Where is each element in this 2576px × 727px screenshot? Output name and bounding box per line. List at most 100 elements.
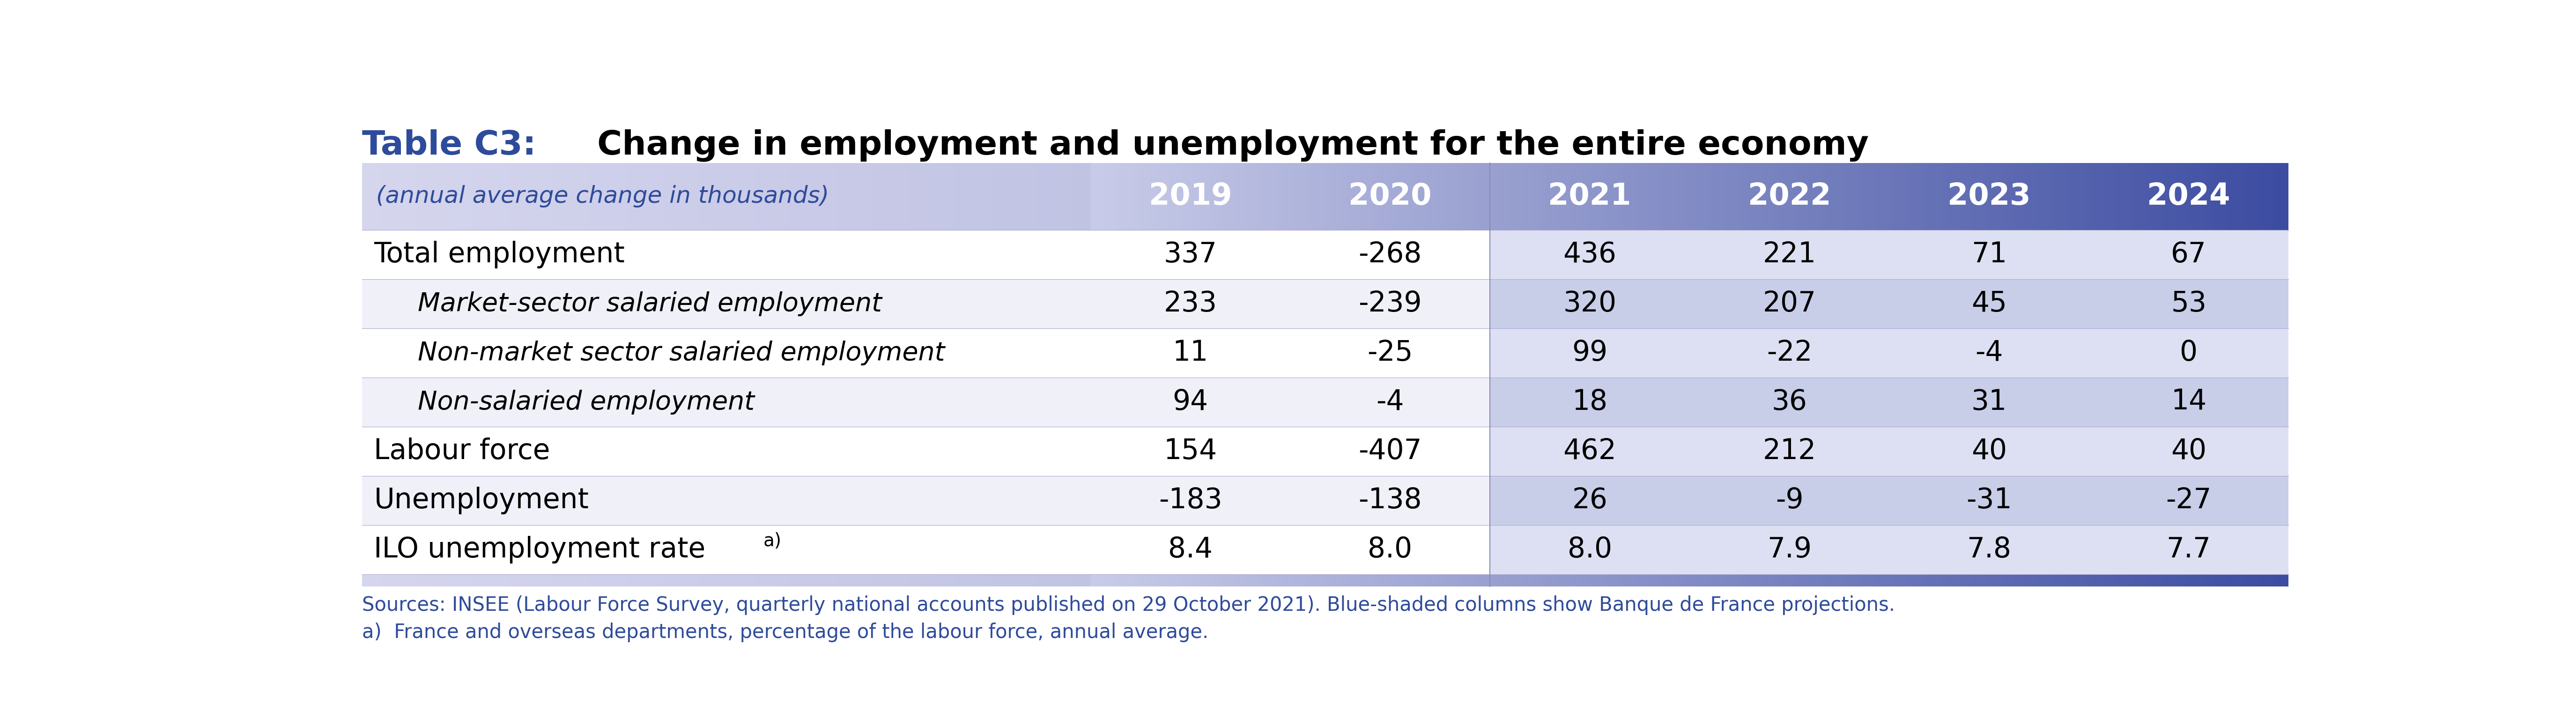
Bar bbox=[1780, 574, 1785, 587]
Text: 337: 337 bbox=[1164, 241, 1216, 268]
Bar bbox=[1270, 163, 1275, 230]
Bar bbox=[971, 574, 981, 587]
Bar bbox=[1097, 574, 1103, 587]
Bar bbox=[1654, 163, 1659, 230]
Bar bbox=[1473, 163, 1479, 230]
Bar bbox=[1677, 163, 1685, 230]
Text: 462: 462 bbox=[1564, 438, 1615, 465]
Bar bbox=[1839, 163, 1844, 230]
Bar bbox=[1551, 574, 1558, 587]
Bar bbox=[425, 163, 435, 230]
Bar bbox=[1772, 574, 1780, 587]
Bar bbox=[590, 163, 598, 230]
Bar bbox=[909, 163, 917, 230]
Bar bbox=[1528, 163, 1533, 230]
Bar bbox=[1301, 574, 1306, 587]
Text: -268: -268 bbox=[1358, 241, 1422, 268]
Bar bbox=[636, 163, 644, 230]
Bar bbox=[1342, 163, 1347, 230]
Text: 18: 18 bbox=[1571, 388, 1607, 416]
Bar bbox=[755, 574, 762, 587]
Bar bbox=[2241, 574, 2246, 587]
Bar bbox=[2210, 163, 2215, 230]
Bar bbox=[1862, 574, 1870, 587]
Bar bbox=[817, 574, 827, 587]
Bar bbox=[1906, 574, 1911, 587]
Bar bbox=[891, 163, 899, 230]
Bar bbox=[361, 574, 371, 587]
Bar bbox=[1224, 163, 1229, 230]
Bar bbox=[1942, 163, 1947, 230]
Bar bbox=[690, 163, 698, 230]
Bar bbox=[863, 574, 873, 587]
Bar bbox=[417, 163, 425, 230]
Bar bbox=[1924, 163, 1929, 230]
Bar bbox=[425, 574, 435, 587]
Bar bbox=[917, 163, 927, 230]
Bar bbox=[1731, 574, 1736, 587]
Bar bbox=[590, 574, 598, 587]
Bar bbox=[1211, 163, 1216, 230]
Bar bbox=[1947, 574, 1953, 587]
Bar bbox=[817, 163, 827, 230]
Bar bbox=[999, 163, 1010, 230]
Bar bbox=[1984, 163, 1989, 230]
Bar bbox=[500, 574, 507, 587]
Text: 233: 233 bbox=[1164, 290, 1216, 318]
Bar bbox=[1994, 574, 2002, 587]
Bar bbox=[1224, 574, 1229, 587]
Bar bbox=[773, 163, 781, 230]
Bar bbox=[2223, 163, 2228, 230]
Bar bbox=[2205, 163, 2210, 230]
Bar bbox=[2084, 574, 2092, 587]
Bar bbox=[2269, 574, 2277, 587]
Text: -183: -183 bbox=[1159, 486, 1221, 514]
Bar bbox=[1090, 163, 1097, 230]
Bar bbox=[1450, 163, 1455, 230]
Bar bbox=[755, 163, 762, 230]
Bar bbox=[1479, 163, 1486, 230]
Bar bbox=[361, 427, 1489, 476]
Bar bbox=[1455, 163, 1463, 230]
Text: Non-market sector salaried employment: Non-market sector salaried employment bbox=[417, 340, 945, 366]
Bar bbox=[399, 163, 407, 230]
Bar bbox=[1546, 574, 1551, 587]
Bar bbox=[1577, 574, 1582, 587]
Bar bbox=[1649, 574, 1654, 587]
Bar bbox=[1971, 163, 1976, 230]
Bar bbox=[1162, 163, 1170, 230]
Bar bbox=[1613, 574, 1618, 587]
Bar bbox=[2169, 574, 2174, 587]
Text: 40: 40 bbox=[2172, 438, 2208, 465]
Bar bbox=[1618, 574, 1623, 587]
Bar bbox=[2066, 163, 2074, 230]
Bar bbox=[489, 574, 500, 587]
Bar bbox=[1767, 163, 1772, 230]
Bar bbox=[1942, 574, 1947, 587]
Text: Total employment: Total employment bbox=[374, 241, 626, 268]
Bar bbox=[1437, 163, 1445, 230]
Bar bbox=[1899, 574, 1906, 587]
Bar bbox=[734, 163, 744, 230]
Bar bbox=[1489, 427, 2287, 476]
Bar bbox=[2282, 574, 2287, 587]
Bar bbox=[1337, 574, 1342, 587]
Bar bbox=[1731, 163, 1736, 230]
Bar bbox=[989, 163, 999, 230]
Bar bbox=[1157, 574, 1162, 587]
Bar bbox=[1151, 163, 1157, 230]
Bar bbox=[1455, 574, 1463, 587]
Bar bbox=[1247, 163, 1252, 230]
Bar bbox=[526, 163, 536, 230]
Bar bbox=[1935, 163, 1942, 230]
Text: 14: 14 bbox=[2172, 388, 2208, 416]
Bar bbox=[443, 574, 453, 587]
Bar bbox=[1054, 163, 1064, 230]
Bar bbox=[1744, 163, 1749, 230]
Bar bbox=[2133, 163, 2138, 230]
Bar bbox=[2038, 163, 2043, 230]
Bar bbox=[781, 163, 791, 230]
Bar bbox=[435, 163, 443, 230]
Bar bbox=[361, 525, 1489, 574]
Bar bbox=[2048, 574, 2056, 587]
